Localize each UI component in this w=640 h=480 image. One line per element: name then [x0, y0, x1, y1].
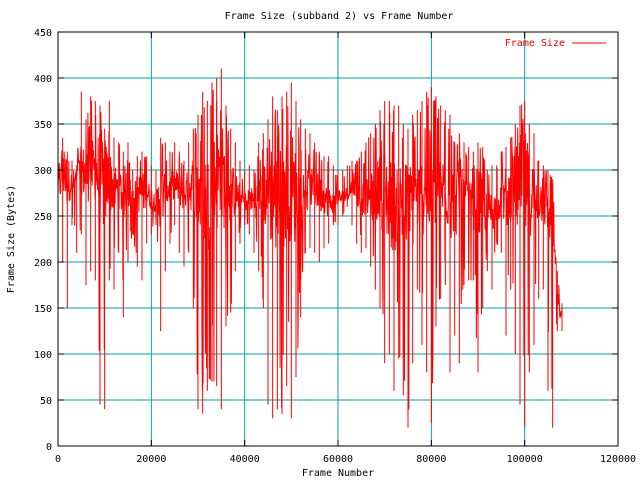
y-tick-label: 250 [34, 212, 52, 223]
x-axis-label: Frame Number [302, 468, 374, 479]
x-tick-label: 40000 [230, 454, 260, 465]
y-tick-label: 400 [34, 74, 52, 85]
axis-ticks: 0 20000 40000 60000 80000 100000 120000 0 50 100 1… [34, 28, 636, 465]
y-tick-label: 0 [46, 442, 52, 453]
y-tick-label: 450 [34, 28, 52, 39]
x-tick-label: 100000 [507, 454, 543, 465]
y-tick-label: 300 [34, 166, 52, 177]
x-tick-label: 0 [55, 454, 61, 465]
y-tick-label: 100 [34, 350, 52, 361]
y-tick-label: 50 [40, 396, 52, 407]
series-area [57, 68, 563, 428]
x-tick-label: 80000 [416, 454, 446, 465]
legend: Frame Size [505, 38, 606, 49]
y-tick-label: 200 [34, 258, 52, 269]
series-0 [57, 68, 563, 428]
y-tick-label: 350 [34, 120, 52, 131]
x-tick-label: 120000 [600, 454, 636, 465]
x-tick-label: 20000 [136, 454, 166, 465]
y-axis-label: Frame Size (Bytes) [6, 185, 17, 293]
legend-label-frame-size: Frame Size [505, 38, 565, 49]
chart-title: Frame Size (subband 2) vs Frame Number [225, 11, 454, 22]
y-tick-label: 150 [34, 304, 52, 315]
x-tick-label: 60000 [323, 454, 353, 465]
